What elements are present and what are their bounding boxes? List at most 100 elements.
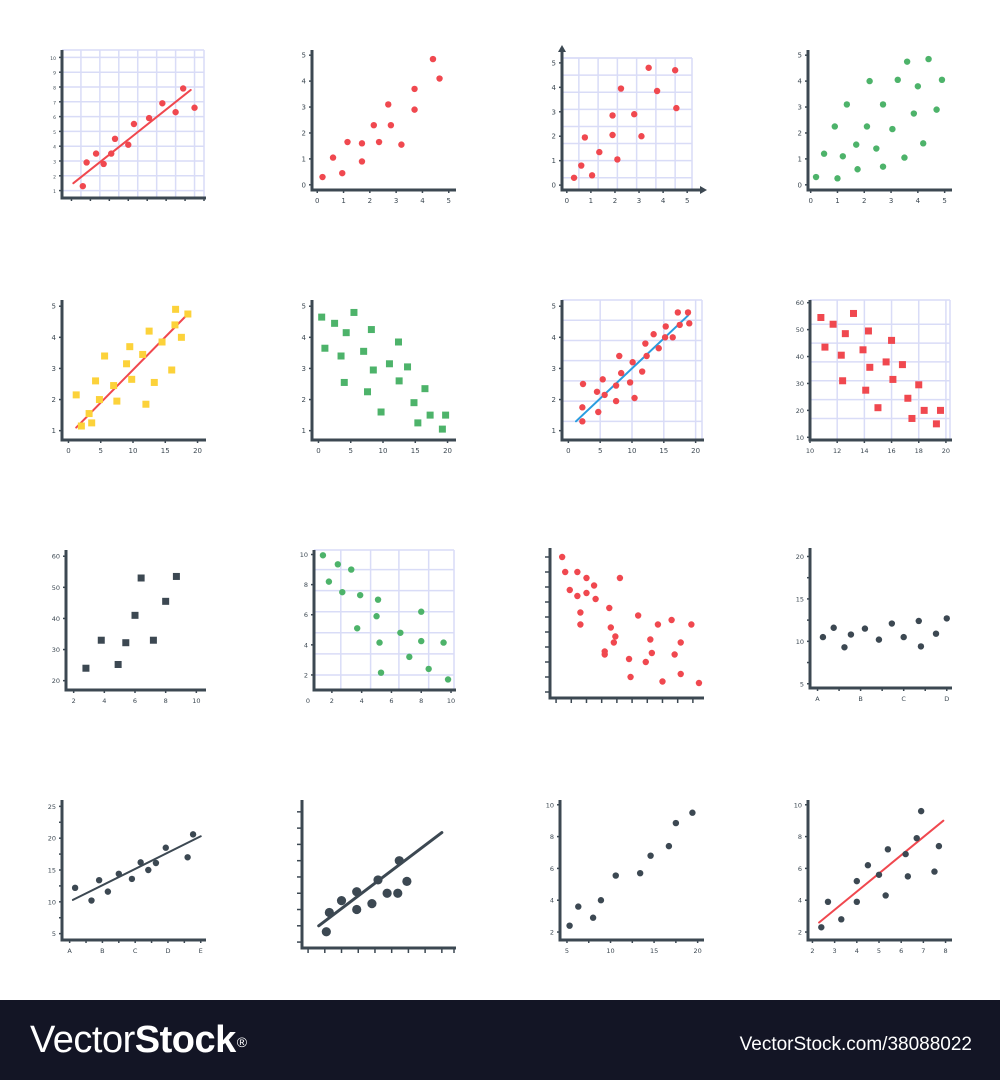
data-point bbox=[627, 673, 634, 681]
data-point bbox=[583, 574, 590, 582]
image-id-link[interactable]: VectorStock.com/38088022 bbox=[739, 1034, 972, 1055]
data-point bbox=[110, 382, 118, 390]
svg-text:4: 4 bbox=[53, 145, 56, 151]
svg-text:10: 10 bbox=[192, 697, 200, 705]
data-point bbox=[819, 633, 827, 641]
axes bbox=[557, 800, 704, 943]
data-point bbox=[340, 378, 348, 386]
data-point bbox=[421, 385, 429, 393]
data-point bbox=[645, 64, 652, 71]
data-point bbox=[579, 418, 586, 425]
axes bbox=[558, 45, 707, 194]
data-point bbox=[418, 608, 425, 615]
data-point bbox=[88, 419, 96, 427]
data-point bbox=[925, 55, 932, 63]
data-point bbox=[579, 380, 587, 388]
data-points bbox=[72, 305, 192, 430]
data-point bbox=[932, 420, 940, 428]
scatter-chart-7: 0 5 10 15 20 1 2 3 4 5 bbox=[532, 288, 716, 462]
trend-line bbox=[818, 819, 945, 924]
data-point bbox=[686, 320, 693, 327]
scatter-plot-svg: A B C D E 5 10 15 20 25 bbox=[48, 800, 206, 955]
data-point bbox=[152, 859, 160, 867]
data-point bbox=[558, 553, 566, 561]
data-point bbox=[601, 648, 608, 655]
vectorstock-footer: VectorStock® VectorStock.com/38088022 bbox=[0, 1000, 1000, 1080]
data-points bbox=[558, 553, 703, 687]
svg-text:2: 2 bbox=[552, 133, 556, 141]
data-point bbox=[831, 123, 838, 130]
data-point bbox=[888, 336, 896, 344]
data-point bbox=[650, 331, 657, 338]
data-point bbox=[677, 639, 684, 646]
svg-text:1: 1 bbox=[302, 155, 306, 163]
svg-text:5: 5 bbox=[302, 303, 306, 311]
data-point bbox=[398, 141, 405, 148]
data-point bbox=[864, 862, 872, 869]
data-point bbox=[599, 376, 606, 383]
scatter-plot-svg: 10 12 14 16 18 20 10 20 30 40 50 60 bbox=[796, 299, 952, 455]
data-point bbox=[131, 611, 139, 619]
scatter-plot-svg: 0 5 10 15 20 1 2 3 4 5 bbox=[302, 300, 456, 455]
svg-text:5: 5 bbox=[348, 447, 352, 455]
svg-text:6: 6 bbox=[550, 865, 554, 873]
data-point bbox=[920, 406, 928, 414]
data-point bbox=[577, 621, 584, 628]
axes bbox=[59, 50, 206, 201]
svg-text:10: 10 bbox=[796, 434, 804, 442]
svg-text:4: 4 bbox=[798, 897, 802, 905]
data-point bbox=[318, 313, 326, 321]
svg-text:5: 5 bbox=[798, 52, 802, 60]
data-point bbox=[684, 309, 692, 316]
svg-text:0: 0 bbox=[566, 447, 570, 455]
svg-text:20: 20 bbox=[52, 677, 60, 685]
svg-text:6: 6 bbox=[389, 697, 393, 705]
data-point bbox=[336, 896, 347, 906]
scatter-plot-svg: 0 1 2 3 4 5 0 1 2 3 4 5 bbox=[552, 45, 707, 205]
data-point bbox=[369, 366, 377, 374]
data-point bbox=[812, 173, 820, 181]
data-point bbox=[609, 131, 616, 139]
data-point bbox=[689, 809, 696, 816]
data-point bbox=[145, 866, 152, 874]
data-points bbox=[318, 308, 450, 433]
scatter-chart-11 bbox=[520, 536, 716, 720]
data-point bbox=[843, 101, 851, 108]
data-point bbox=[111, 135, 119, 142]
svg-text:2: 2 bbox=[810, 947, 814, 955]
data-point bbox=[617, 369, 625, 377]
svg-text:8: 8 bbox=[164, 697, 168, 705]
scatter-plot-svg bbox=[545, 548, 704, 703]
svg-text:2: 2 bbox=[798, 129, 802, 137]
svg-text:3: 3 bbox=[552, 365, 556, 373]
svg-text:2: 2 bbox=[72, 697, 76, 705]
data-point bbox=[358, 140, 366, 147]
svg-text:0: 0 bbox=[798, 181, 802, 189]
svg-text:4: 4 bbox=[552, 334, 557, 342]
data-point bbox=[915, 381, 923, 389]
grid-lines bbox=[562, 57, 693, 190]
data-points bbox=[79, 85, 198, 190]
data-point bbox=[902, 850, 909, 858]
svg-text:4: 4 bbox=[661, 197, 666, 205]
data-point bbox=[837, 351, 845, 359]
svg-text:1: 1 bbox=[52, 427, 56, 435]
data-point bbox=[859, 346, 867, 354]
data-point bbox=[849, 309, 857, 317]
svg-text:2: 2 bbox=[302, 396, 306, 404]
svg-text:5: 5 bbox=[52, 930, 56, 938]
data-point bbox=[839, 153, 847, 160]
data-point bbox=[638, 368, 646, 375]
data-point bbox=[873, 145, 880, 152]
svg-text:30: 30 bbox=[796, 380, 804, 388]
data-point bbox=[395, 377, 403, 385]
svg-text:20: 20 bbox=[691, 447, 700, 455]
axes bbox=[807, 548, 952, 691]
svg-text:10: 10 bbox=[129, 447, 138, 455]
data-point bbox=[100, 160, 107, 168]
data-point bbox=[818, 924, 825, 931]
svg-text:2: 2 bbox=[53, 174, 56, 180]
scatter-chart-15: 5 10 15 20 2 4 6 8 10 bbox=[530, 788, 716, 962]
data-point bbox=[126, 343, 134, 351]
data-point bbox=[676, 321, 683, 329]
